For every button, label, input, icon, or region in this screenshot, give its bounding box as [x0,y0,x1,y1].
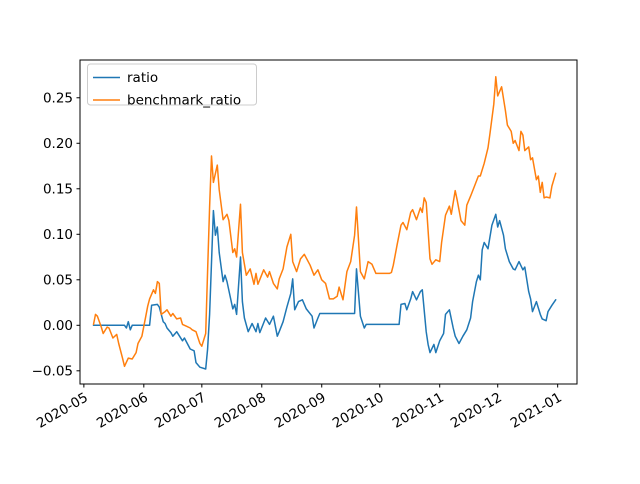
y-tick-label: 0.25 [43,90,73,106]
series-line-benchmark_ratio [92,76,557,368]
legend: ratio benchmark_ratio [87,63,257,109]
legend-label-ratio: ratio [127,70,158,86]
legend-label-benchmark_ratio: benchmark_ratio [127,93,241,109]
y-tick-label: −0.05 [32,363,73,379]
y-tick-label: 0.10 [43,227,73,243]
y-tick-label: 0.00 [43,318,73,334]
y-tick-label: 0.05 [43,272,73,288]
axes-frame [79,59,578,385]
y-tick-label: 0.15 [43,181,73,197]
y-tick-label: 0.20 [43,136,73,152]
series-line-ratio [92,209,557,370]
legend-box [87,63,257,106]
